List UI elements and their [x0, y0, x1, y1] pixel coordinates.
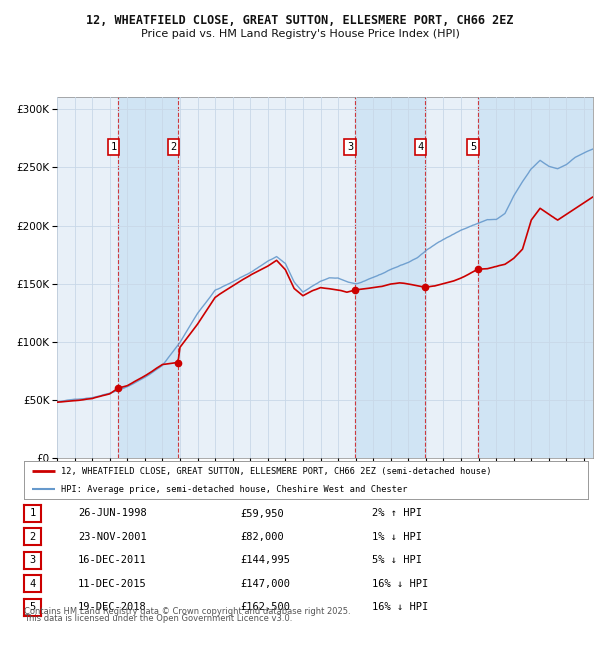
Text: 3: 3 [29, 555, 35, 566]
Text: 4: 4 [417, 142, 424, 152]
Text: £144,995: £144,995 [240, 555, 290, 566]
Text: 4: 4 [29, 578, 35, 589]
Text: 1: 1 [110, 142, 116, 152]
Bar [118, 98, 178, 458]
Text: 16% ↓ HPI: 16% ↓ HPI [372, 578, 428, 589]
Text: 16-DEC-2011: 16-DEC-2011 [78, 555, 147, 566]
Text: £82,000: £82,000 [240, 532, 284, 542]
Text: 16% ↓ HPI: 16% ↓ HPI [372, 602, 428, 612]
Text: HPI: Average price, semi-detached house, Cheshire West and Chester: HPI: Average price, semi-detached house,… [61, 485, 407, 493]
Text: 5: 5 [470, 142, 476, 152]
Text: 5: 5 [29, 602, 35, 612]
Text: 11-DEC-2015: 11-DEC-2015 [78, 578, 147, 589]
Text: 23-NOV-2001: 23-NOV-2001 [78, 532, 147, 542]
Text: 2% ↑ HPI: 2% ↑ HPI [372, 508, 422, 519]
Text: 1% ↓ HPI: 1% ↓ HPI [372, 532, 422, 542]
Text: 12, WHEATFIELD CLOSE, GREAT SUTTON, ELLESMERE PORT, CH66 2EZ: 12, WHEATFIELD CLOSE, GREAT SUTTON, ELLE… [86, 14, 514, 27]
Text: 19-DEC-2018: 19-DEC-2018 [78, 602, 147, 612]
Text: 26-JUN-1998: 26-JUN-1998 [78, 508, 147, 519]
Text: 12, WHEATFIELD CLOSE, GREAT SUTTON, ELLESMERE PORT, CH66 2EZ (semi-detached hous: 12, WHEATFIELD CLOSE, GREAT SUTTON, ELLE… [61, 467, 491, 476]
Text: 2: 2 [170, 142, 176, 152]
Text: 1: 1 [29, 508, 35, 519]
Text: This data is licensed under the Open Government Licence v3.0.: This data is licensed under the Open Gov… [24, 614, 292, 623]
Text: £147,000: £147,000 [240, 578, 290, 589]
Text: 3: 3 [347, 142, 353, 152]
Bar [355, 98, 425, 458]
Text: Contains HM Land Registry data © Crown copyright and database right 2025.: Contains HM Land Registry data © Crown c… [24, 606, 350, 616]
Text: 2: 2 [29, 532, 35, 542]
Text: 5% ↓ HPI: 5% ↓ HPI [372, 555, 422, 566]
Text: £162,500: £162,500 [240, 602, 290, 612]
Bar [478, 98, 593, 458]
Text: Price paid vs. HM Land Registry's House Price Index (HPI): Price paid vs. HM Land Registry's House … [140, 29, 460, 39]
Text: £59,950: £59,950 [240, 508, 284, 519]
